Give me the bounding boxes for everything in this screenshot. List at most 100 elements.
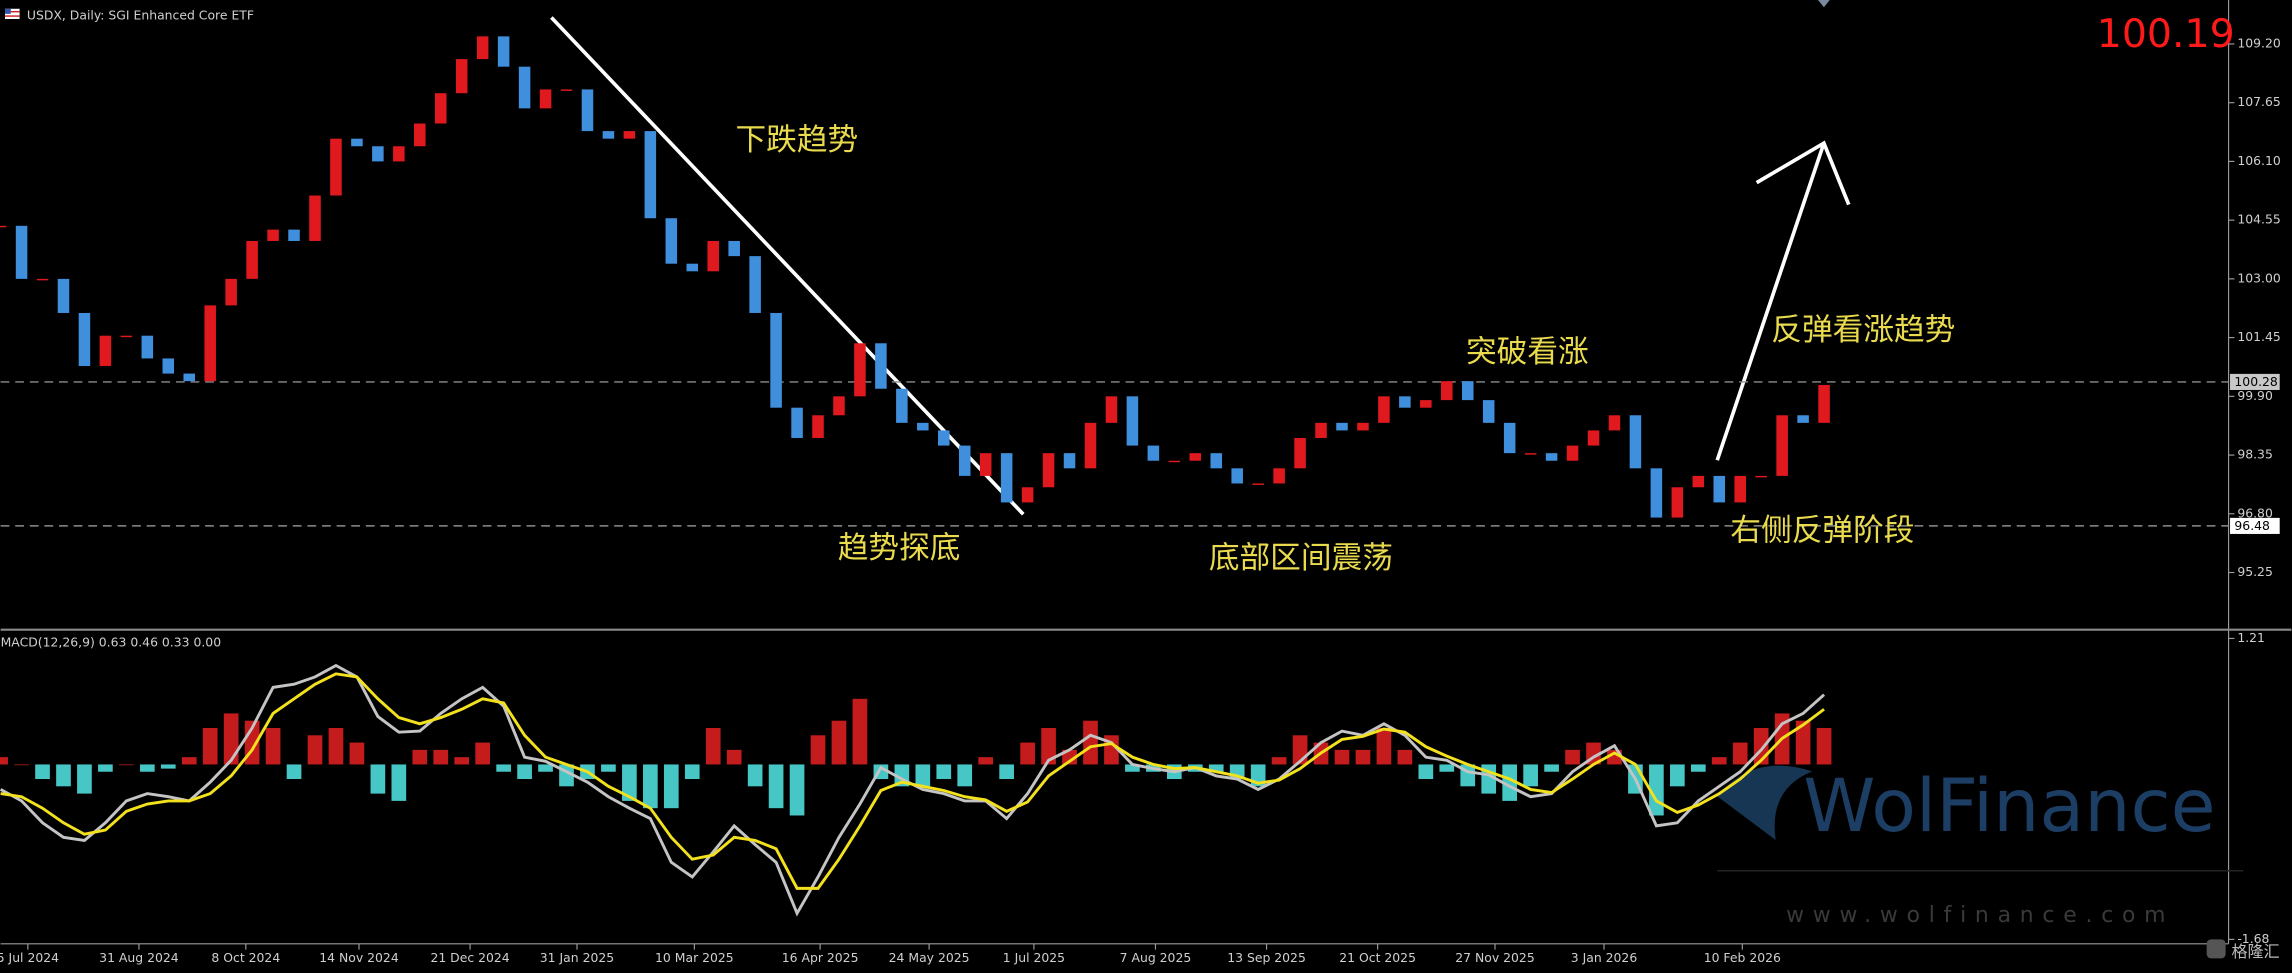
- histogram-bar: [1083, 720, 1098, 765]
- histogram-bar: [1711, 757, 1727, 765]
- histogram-bar: [705, 727, 721, 765]
- x-tick-label: 10 Mar 2025: [655, 950, 734, 965]
- candle-body: [1252, 483, 1264, 485]
- candle-body: [1105, 396, 1118, 423]
- watermark-logo: [1717, 765, 1813, 841]
- candle-body: [183, 373, 196, 382]
- level-label-box: [2230, 373, 2280, 390]
- candle-body: [728, 240, 740, 257]
- candle-body: [1231, 468, 1243, 484]
- histogram-bar: [999, 764, 1014, 780]
- histogram-bar: [391, 764, 407, 801]
- candle-body: [1692, 475, 1705, 488]
- candle-body: [1776, 415, 1788, 476]
- candle-body: [1357, 422, 1369, 431]
- y-tick-label: 95.25: [2237, 564, 2273, 579]
- y-tick-label: 98.35: [2237, 447, 2273, 462]
- y-tick-label: 99.90: [2237, 388, 2273, 403]
- watermark: WolFinance www.wolfinance.com: [1717, 764, 2244, 928]
- flag-icon-canton: [4, 8, 11, 14]
- x-tick-label: 3 Jan 2026: [1571, 950, 1638, 965]
- y-tick-label: 109.20: [2237, 35, 2281, 50]
- histogram-bar: [1565, 749, 1580, 765]
- candle-body: [351, 138, 363, 147]
- y-tick-label: 101.45: [2237, 329, 2280, 344]
- y-tick-label: 107.65: [2237, 94, 2280, 109]
- histogram-bar: [181, 757, 197, 765]
- candle-body: [1420, 400, 1432, 408]
- histogram-bar: [1816, 727, 1832, 765]
- histogram-bar: [810, 735, 826, 765]
- candle-body: [99, 335, 112, 367]
- signal-line: [0, 672, 1825, 890]
- candle-body: [560, 89, 573, 91]
- candle-body: [749, 256, 761, 313]
- watermark-brand: WolFinance: [1803, 764, 2215, 849]
- x-tick-label: 21 Dec 2024: [430, 950, 509, 965]
- histogram-bar: [643, 764, 658, 809]
- histogram-bar: [328, 727, 344, 765]
- candle-body: [120, 335, 133, 338]
- rebound-arrow: [1715, 142, 1826, 461]
- histogram-bar: [1355, 749, 1371, 765]
- histogram-bar: [1732, 742, 1748, 765]
- candle-body: [1671, 487, 1684, 518]
- histogram-bar: [622, 764, 637, 801]
- histogram-bar: [77, 764, 92, 794]
- candle-body: [1042, 453, 1055, 488]
- candle-body: [1294, 438, 1306, 469]
- candle-body: [204, 305, 216, 382]
- histogram-bar: [1125, 764, 1140, 772]
- histogram-bar: [1376, 727, 1392, 765]
- logo-text: 格隆汇: [2231, 942, 2279, 961]
- flag-icon: [4, 8, 20, 19]
- candle-body: [267, 229, 279, 241]
- candle-body: [1503, 422, 1516, 454]
- histogram-bar: [98, 764, 113, 772]
- x-tick-label: 31 Aug 2024: [99, 950, 179, 965]
- annotation: 右侧反弹阶段: [1730, 513, 1914, 548]
- candle-body: [1168, 460, 1181, 463]
- histogram-bar: [0, 757, 8, 765]
- x-tick-label: 8 Oct 2024: [211, 950, 280, 965]
- histogram-bar: [1690, 764, 1706, 772]
- x-tick-label: 31 Jan 2025: [540, 950, 614, 965]
- level-label: 100.28: [2234, 374, 2278, 389]
- x-tick-label: 16 Apr 2025: [782, 950, 859, 965]
- candle-body: [665, 218, 678, 264]
- candle-body: [288, 229, 300, 241]
- candle-body: [476, 36, 489, 60]
- candle-body: [1399, 396, 1411, 408]
- level-label-box: [2230, 517, 2280, 534]
- histogram-bar: [726, 749, 742, 765]
- x-tick-label: 27 Nov 2025: [1455, 950, 1534, 965]
- candle-body: [1441, 381, 1453, 401]
- candle-body: [602, 131, 615, 139]
- histogram-bar: [768, 764, 784, 809]
- histogram-bar: [307, 735, 323, 765]
- candle-body: [414, 123, 426, 147]
- x-tick-label: 1 Jul 2025: [1003, 950, 1065, 965]
- candle-body: [225, 278, 237, 306]
- candle-body: [1126, 396, 1139, 446]
- histogram-bar: [1418, 764, 1434, 780]
- candle-body: [833, 396, 845, 416]
- histogram-bar: [601, 764, 616, 772]
- y-tick-label: 104.55: [2237, 212, 2280, 227]
- histogram-bar: [1397, 749, 1413, 765]
- candle-body: [57, 278, 70, 313]
- last-price: 100.19: [2097, 11, 2235, 57]
- candle-body: [497, 36, 510, 67]
- histogram-bar: [475, 742, 491, 765]
- candle-body: [1797, 415, 1809, 423]
- histogram-bar: [202, 727, 218, 765]
- candle-body: [1713, 475, 1726, 503]
- y-tick-label: 106.10: [2237, 153, 2281, 168]
- candle-body: [330, 138, 342, 196]
- x-tick-label: 21 Oct 2025: [1339, 950, 1416, 965]
- candle-body: [1566, 445, 1579, 461]
- candle-body: [938, 430, 950, 446]
- histogram-bar: [789, 764, 805, 816]
- candle-body: [581, 89, 594, 132]
